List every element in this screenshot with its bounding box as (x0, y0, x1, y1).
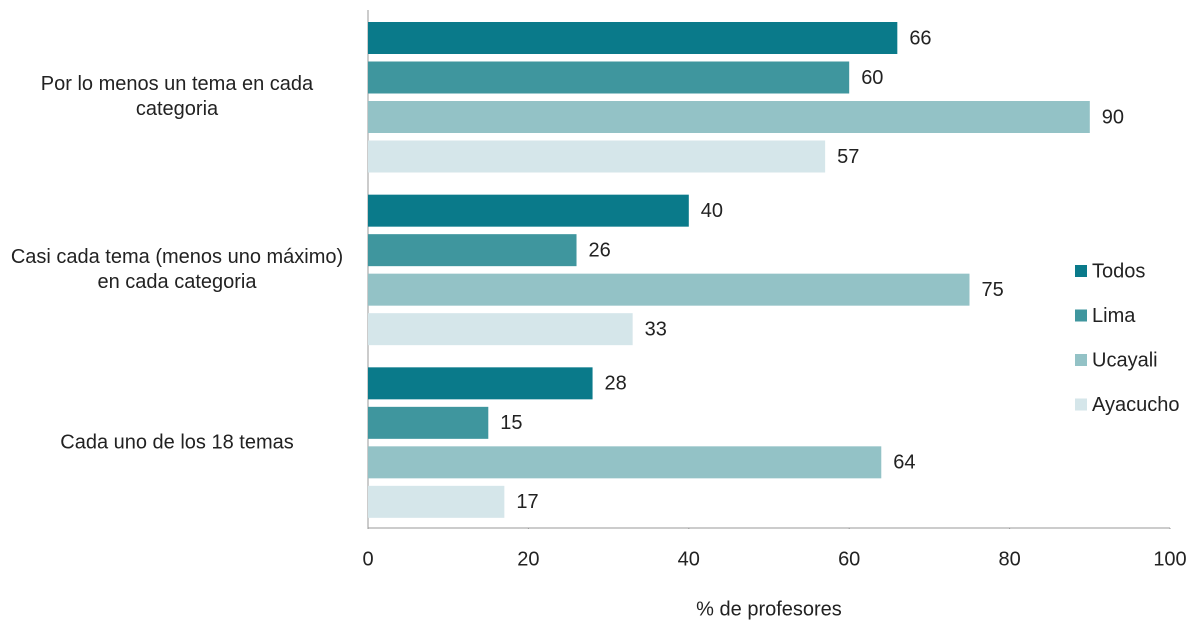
bar (368, 61, 850, 94)
data-label: 75 (982, 279, 1004, 301)
x-tick-label: 40 (678, 548, 700, 570)
category-label: Cada uno de los 18 temas (60, 431, 294, 454)
data-label: 57 (837, 146, 859, 168)
data-label: 33 (645, 318, 667, 340)
legend-swatch (1075, 354, 1087, 366)
x-tick-label: 80 (998, 548, 1020, 570)
data-label: 40 (701, 200, 723, 222)
x-tick-label: 100 (1153, 548, 1186, 570)
legend-label: Ucayali (1092, 349, 1158, 371)
bar (368, 22, 898, 54)
x-tick-label: 20 (517, 548, 539, 570)
bar (368, 313, 633, 346)
legend-label: Ayacucho (1092, 394, 1179, 416)
data-label: 17 (516, 491, 538, 513)
legend-swatch (1075, 265, 1087, 277)
data-label: 28 (605, 373, 627, 395)
data-label: 66 (909, 27, 931, 49)
bar (368, 194, 689, 227)
bar (368, 485, 505, 518)
category-label: Casi cada tema (menos uno máximo) en cad… (10, 245, 344, 293)
data-label: 64 (893, 452, 915, 474)
legend-label: Todos (1092, 260, 1145, 282)
legend-swatch (1075, 309, 1087, 322)
bar (368, 101, 1090, 133)
bar (368, 140, 826, 173)
legend-label: Lima (1092, 305, 1136, 327)
bar (368, 446, 882, 479)
bar (368, 406, 489, 439)
x-tick-label: 60 (838, 548, 860, 570)
x-axis-title: % de profesores (696, 598, 842, 620)
data-label: 26 (589, 239, 611, 261)
category-label: Por lo menos un tema en cada categoria (40, 73, 314, 121)
data-label: 90 (1102, 106, 1124, 128)
data-label: 60 (861, 67, 883, 89)
bar (368, 234, 577, 267)
bar (368, 367, 593, 400)
legend-swatch (1075, 398, 1087, 411)
x-tick-label: 0 (362, 548, 373, 570)
data-label: 15 (500, 412, 522, 434)
bar (368, 273, 970, 306)
